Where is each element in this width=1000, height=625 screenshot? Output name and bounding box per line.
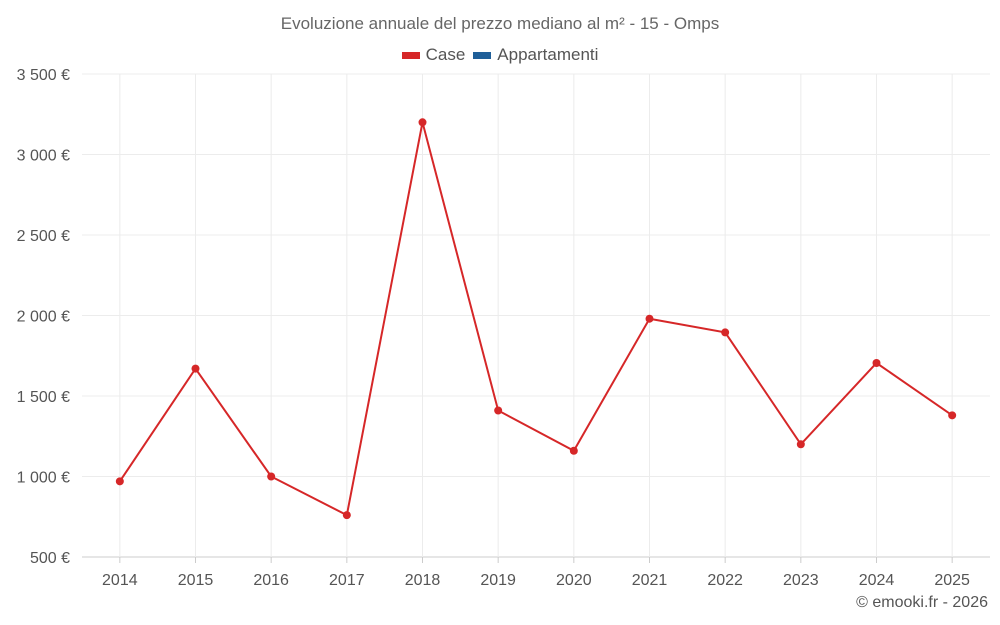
- x-tick-label: 2018: [405, 572, 441, 589]
- data-point-2025: [948, 411, 957, 420]
- data-point-2015: [191, 364, 200, 373]
- y-tick-label: 500 €: [30, 550, 70, 567]
- chart-legend: Case Appartamenti: [0, 45, 1000, 65]
- legend-swatch-case: [401, 51, 420, 59]
- series-line-case: [119, 122, 953, 517]
- data-point-2023: [796, 440, 805, 449]
- x-tick-label: 2022: [707, 572, 743, 589]
- legend-label-appartamenti: Appartamenti: [497, 45, 599, 64]
- data-point-2019: [494, 406, 503, 415]
- data-point-2016: [267, 472, 276, 481]
- x-tick-label: 2016: [253, 572, 289, 589]
- y-tick-label: 2 500 €: [17, 228, 70, 245]
- data-point-2021: [645, 314, 654, 323]
- y-tick-label: 3 500 €: [17, 67, 70, 84]
- x-tick-label: 2024: [859, 572, 895, 589]
- data-point-2014: [115, 477, 124, 486]
- data-point-2017: [342, 511, 351, 520]
- legend-swatch-appartamenti: [473, 51, 492, 59]
- legend-item-case[interactable]: Case: [401, 45, 466, 65]
- legend-label-case: Case: [425, 45, 466, 64]
- x-tick-label: 2020: [556, 572, 592, 589]
- data-point-2018: [418, 118, 427, 127]
- chart-title: Evoluzione annuale del prezzo mediano al…: [280, 14, 720, 33]
- x-tick-label: 2023: [783, 572, 819, 589]
- legend-item-appartamenti[interactable]: Appartamenti: [473, 45, 598, 65]
- x-tick-label: 2025: [934, 572, 970, 589]
- x-tick-label: 2015: [178, 572, 214, 589]
- y-tick-label: 1 000 €: [17, 470, 70, 487]
- credit-text: © emooki.fr - 2026: [856, 594, 988, 611]
- y-tick-label: 2 000 €: [17, 309, 70, 326]
- x-tick-label: 2017: [329, 572, 365, 589]
- data-point-2024: [872, 358, 881, 367]
- x-tick-label: 2019: [480, 572, 516, 589]
- x-tick-label: 2021: [632, 572, 668, 589]
- y-tick-label: 1 500 €: [17, 389, 70, 406]
- x-tick-label: 2014: [102, 572, 138, 589]
- data-point-2022: [721, 328, 730, 337]
- data-point-2020: [569, 446, 578, 455]
- y-tick-label: 3 000 €: [17, 148, 70, 165]
